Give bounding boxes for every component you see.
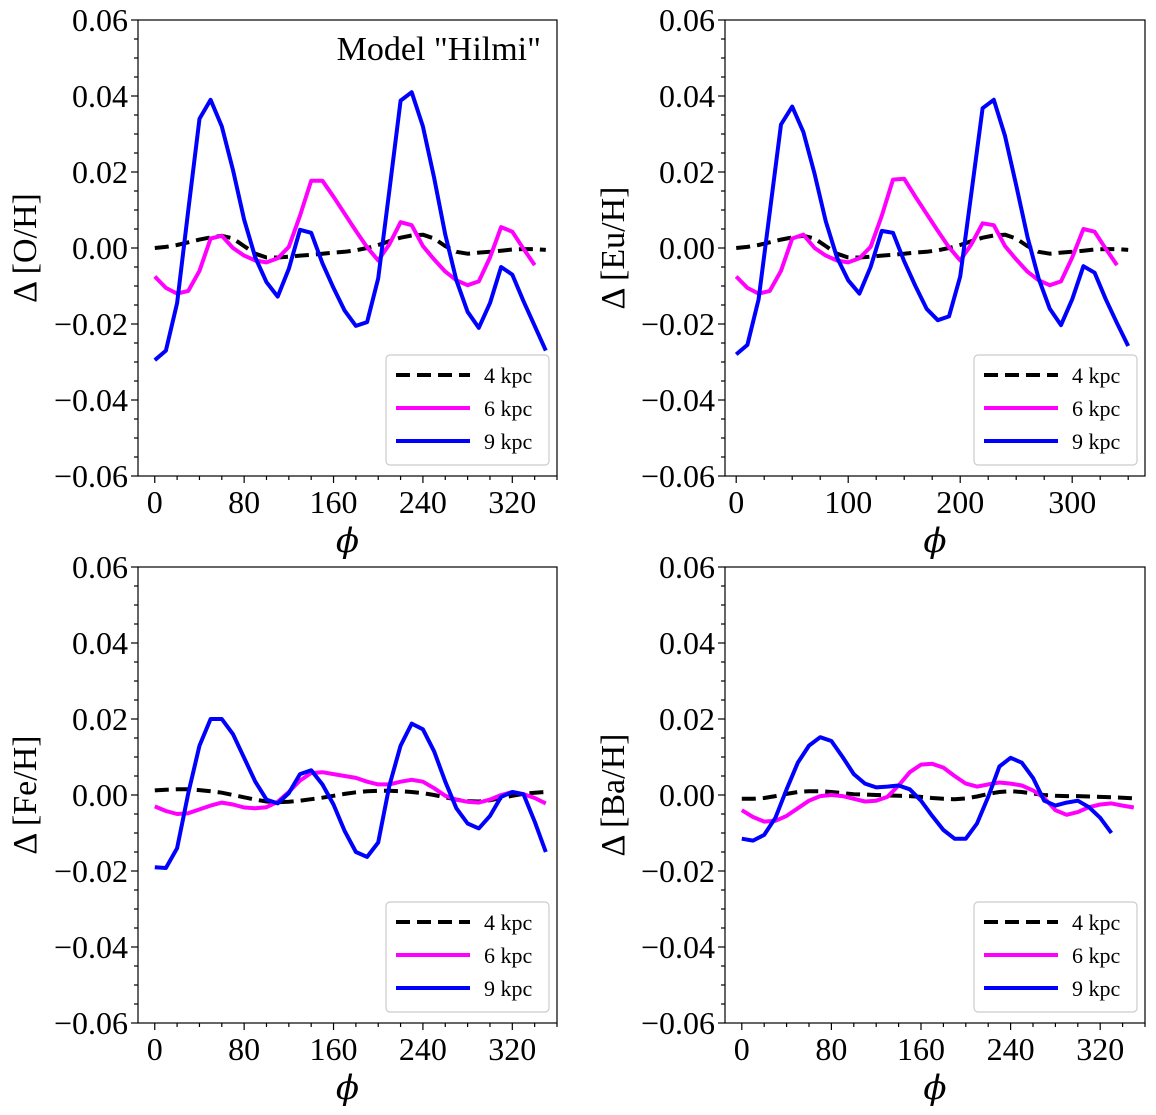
series-line-9-kpc — [741, 735, 1114, 843]
x-axis-label: ϕ — [336, 521, 359, 561]
panel-bottom-right: 0.06 0.04 0.02 0.00 −0.02 −0.04 −0.06 0 80 160 240… — [595, 549, 1146, 1108]
y-tick-label: 0.00 — [72, 777, 128, 813]
y-tick-label: 0.04 — [72, 78, 128, 114]
panel-bottom-left: 0.06 0.04 0.02 0.00 −0.02 −0.04 −0.06 0 80 160 240… — [7, 549, 558, 1108]
y-tick-label: −0.02 — [54, 853, 128, 889]
legend-label: 4 kpc — [1072, 363, 1121, 388]
x-tick-label: 200 — [936, 484, 984, 520]
series-line-6-kpc — [740, 761, 1135, 824]
y-axis-label: Δ [O/H] — [7, 193, 44, 303]
series-line-6-kpc — [734, 176, 1119, 296]
legend-label: 6 kpc — [484, 396, 533, 421]
x-tick-label: 160 — [897, 1031, 945, 1067]
x-tick-label: 300 — [1048, 484, 1096, 520]
x-tick-label: 160 — [310, 484, 358, 520]
y-axis-label: Δ [Eu/H] — [595, 187, 632, 310]
y-tick-label: −0.06 — [641, 458, 715, 494]
legend-label: 9 kpc — [1072, 976, 1121, 1001]
x-tick-label: 100 — [824, 484, 872, 520]
y-tick-label: 0.02 — [659, 154, 715, 190]
y-tick-label: −0.04 — [54, 382, 128, 418]
y-tick-label: −0.04 — [641, 382, 715, 418]
y-tick-label: −0.02 — [641, 306, 715, 342]
series-line-4-kpc — [741, 789, 1134, 802]
y-tick-label: 0.06 — [659, 549, 715, 585]
series-line-9-kpc — [154, 717, 548, 870]
x-tick-label: 0 — [147, 1031, 163, 1067]
panel-top-right: 0.06 0.04 0.02 0.00 −0.02 −0.04 −0.06 0 100 200 30… — [595, 2, 1146, 561]
x-tick-label: 240 — [987, 1031, 1035, 1067]
panel-top-left: 0.06 0.04 0.02 0.00 −0.02 −0.04 −0.06 0 80 160 240… — [7, 2, 558, 561]
model-annotation: Model "Hilmi" — [337, 31, 541, 68]
x-tick-label: 320 — [488, 1031, 536, 1067]
legend-label: 6 kpc — [1072, 396, 1121, 421]
legend: 4 kpc 6 kpc 9 kpc — [973, 901, 1138, 1013]
y-tick-label: −0.02 — [641, 853, 715, 889]
y-tick-label: −0.06 — [54, 1005, 128, 1041]
legend-label: 4 kpc — [484, 910, 533, 935]
legend-label: 6 kpc — [1072, 943, 1121, 968]
x-tick-label: 320 — [488, 484, 536, 520]
y-tick-label: 0.02 — [659, 701, 715, 737]
y-tick-label: 0.04 — [72, 625, 128, 661]
y-tick-label: −0.04 — [54, 929, 128, 965]
y-tick-label: 0.02 — [72, 154, 128, 190]
y-tick-label: −0.06 — [641, 1005, 715, 1041]
legend-label: 9 kpc — [484, 976, 533, 1001]
y-tick-label: 0.06 — [72, 2, 128, 38]
y-tick-label: 0.00 — [659, 777, 715, 813]
x-axis-label: ϕ — [923, 521, 946, 561]
x-tick-label: 80 — [815, 1031, 847, 1067]
legend-label: 9 kpc — [1072, 429, 1121, 454]
y-tick-label: −0.04 — [641, 929, 715, 965]
x-tick-label: 160 — [310, 1031, 358, 1067]
x-axis-label: ϕ — [923, 1068, 946, 1108]
y-tick-label: 0.02 — [72, 701, 128, 737]
legend: 4 kpc 6 kpc 9 kpc — [385, 901, 550, 1013]
y-tick-label: 0.04 — [659, 78, 715, 114]
y-tick-label: 0.06 — [72, 549, 128, 585]
legend-label: 4 kpc — [1072, 910, 1121, 935]
y-tick-label: 0.00 — [72, 230, 128, 266]
y-tick-label: −0.06 — [54, 458, 128, 494]
legend-label: 4 kpc — [484, 363, 533, 388]
x-tick-label: 0 — [147, 484, 163, 520]
series-line-9-kpc — [734, 97, 1130, 356]
y-axis-label: Δ [Fe/H] — [7, 735, 44, 854]
x-tick-label: 80 — [228, 484, 260, 520]
x-tick-label: 240 — [399, 484, 447, 520]
y-tick-label: 0.00 — [659, 230, 715, 266]
series-line-6-kpc — [154, 770, 547, 816]
x-axis-label: ϕ — [336, 1068, 359, 1108]
x-tick-label: 240 — [399, 1031, 447, 1067]
legend: 4 kpc 6 kpc 9 kpc — [385, 354, 550, 466]
series-line-9-kpc — [153, 90, 548, 362]
y-tick-label: 0.04 — [659, 625, 715, 661]
x-tick-label: 0 — [728, 484, 744, 520]
x-tick-label: 0 — [734, 1031, 750, 1067]
y-axis-label: Δ [Ba/H] — [595, 734, 632, 857]
y-tick-label: −0.02 — [54, 306, 128, 342]
y-tick-label: 0.06 — [659, 2, 715, 38]
legend-label: 9 kpc — [484, 429, 533, 454]
legend-label: 6 kpc — [484, 943, 533, 968]
x-tick-label: 320 — [1076, 1031, 1124, 1067]
legend: 4 kpc 6 kpc 9 kpc — [973, 354, 1138, 466]
series-line-6-kpc — [153, 178, 537, 296]
x-tick-label: 80 — [228, 1031, 260, 1067]
